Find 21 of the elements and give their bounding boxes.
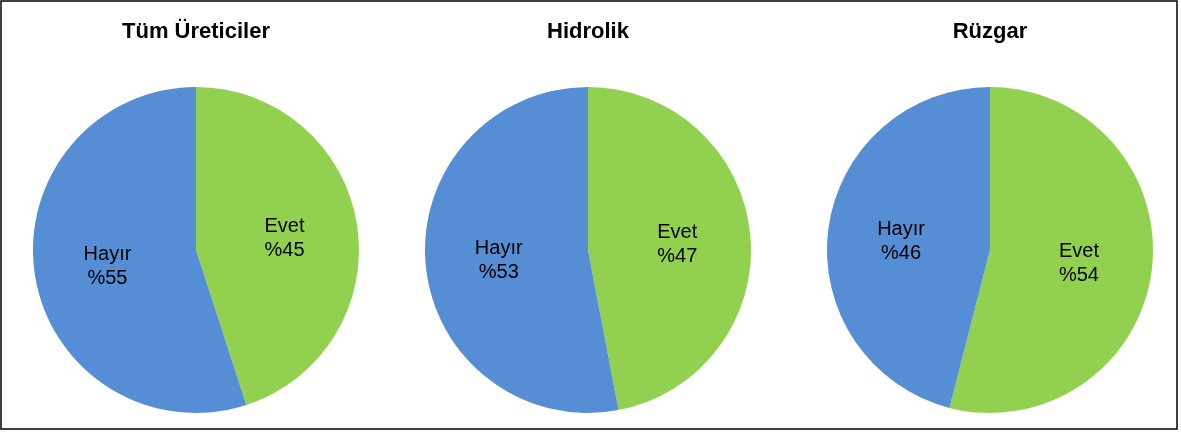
pie-slice [196, 87, 359, 406]
slice-label: Hayır [83, 242, 132, 265]
slice-label: Evet [657, 219, 698, 242]
chart-title: Tüm Üreticiler [122, 18, 271, 43]
data-label: %53 [478, 260, 519, 283]
pie-slice [33, 87, 247, 413]
slice-label: Hayır [877, 216, 926, 239]
slice-label: Hayır [474, 236, 523, 259]
chart-title: Hidrolik [547, 18, 630, 43]
pie-slice [949, 87, 1153, 413]
pie-slice [588, 87, 751, 411]
data-label: %55 [87, 266, 128, 289]
data-label: %45 [264, 237, 305, 260]
pie-slice [425, 87, 619, 413]
slice-label: Evet [1058, 239, 1100, 262]
data-label: %47 [657, 243, 698, 266]
pie-slice [827, 87, 990, 408]
slice-label: Evet [264, 213, 305, 236]
data-label: %54 [1058, 263, 1099, 286]
data-label: %46 [881, 240, 922, 263]
chart-title: Rüzgar [952, 18, 1028, 43]
